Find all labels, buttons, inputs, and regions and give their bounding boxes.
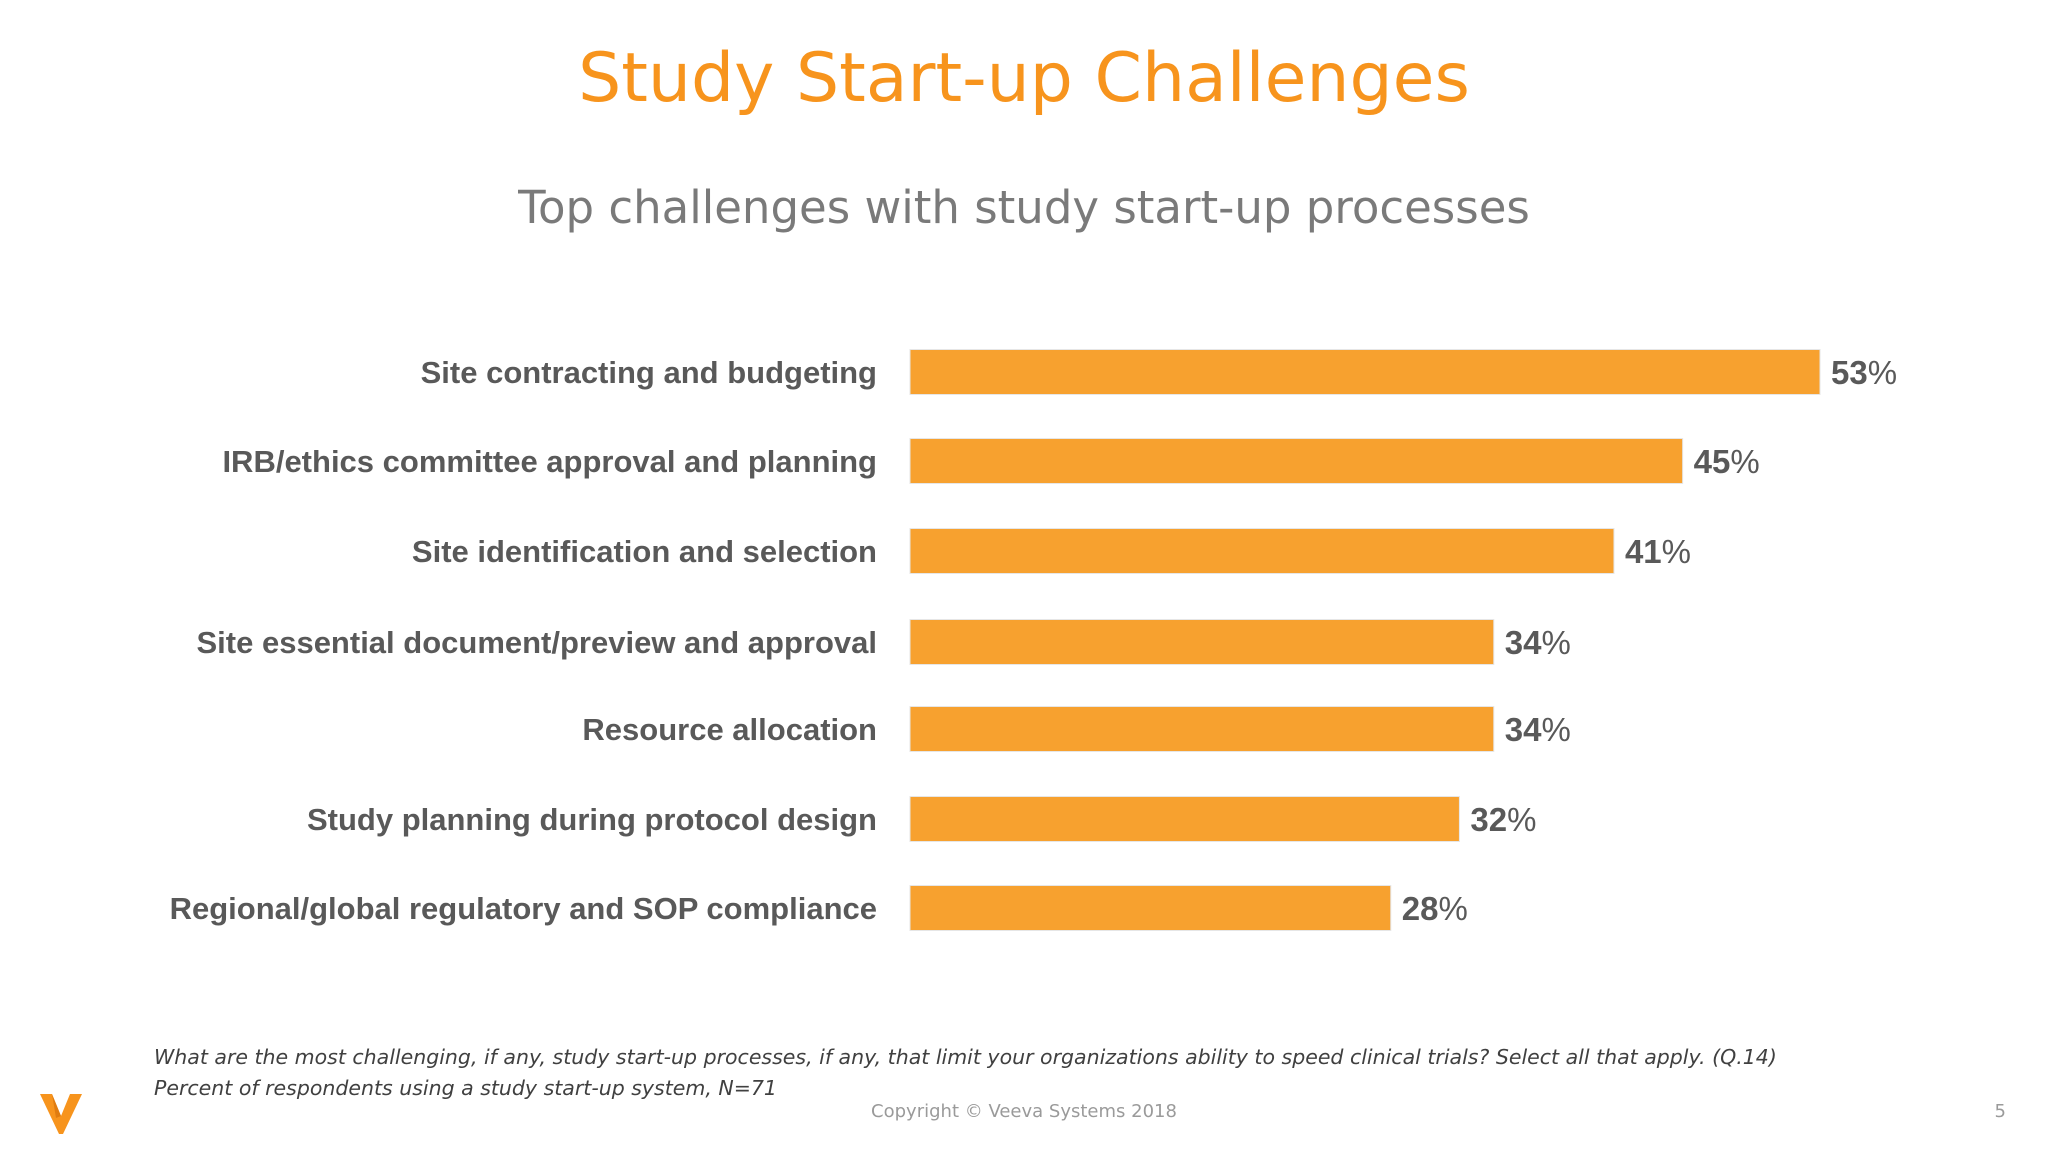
footnote-question: What are the most challenging, if any, s…	[154, 1045, 1777, 1069]
value-label: 34%	[1505, 711, 1571, 748]
bar	[909, 706, 1495, 752]
category-label: IRB/ethics committee approval and planni…	[222, 444, 877, 479]
category-label: Site contracting and budgeting	[421, 355, 877, 390]
category-label: Site identification and selection	[412, 534, 877, 569]
page-number: 5	[1994, 1101, 2006, 1122]
value-label: 41%	[1625, 533, 1691, 570]
value-label: 45%	[1694, 443, 1760, 480]
category-label: Resource allocation	[582, 712, 877, 747]
category-label: Site essential document/preview and appr…	[197, 625, 878, 660]
bar	[909, 796, 1460, 842]
slide-title: Study Start-up Challenges	[578, 39, 1470, 118]
bar	[909, 438, 1684, 484]
veeva-logo-icon	[38, 1092, 84, 1141]
bar	[909, 619, 1495, 665]
value-label: 53%	[1831, 354, 1897, 391]
value-label: 34%	[1505, 624, 1571, 661]
category-label: Study planning during protocol design	[307, 802, 877, 837]
footnote-sample: Percent of respondents using a study sta…	[154, 1076, 777, 1100]
bar-chart: Site contracting and budgeting 53% IRB/eth…	[170, 349, 1897, 931]
bar	[909, 528, 1615, 574]
bar	[909, 349, 1821, 395]
slide-subtitle: Top challenges with study start-up proce…	[518, 181, 1530, 234]
copyright-text: Copyright © Veeva Systems 2018	[871, 1101, 1177, 1122]
category-label: Regional/global regulatory and SOP compl…	[170, 891, 877, 926]
bar	[909, 885, 1392, 931]
value-label: 28%	[1402, 890, 1468, 927]
value-label: 32%	[1470, 801, 1536, 838]
